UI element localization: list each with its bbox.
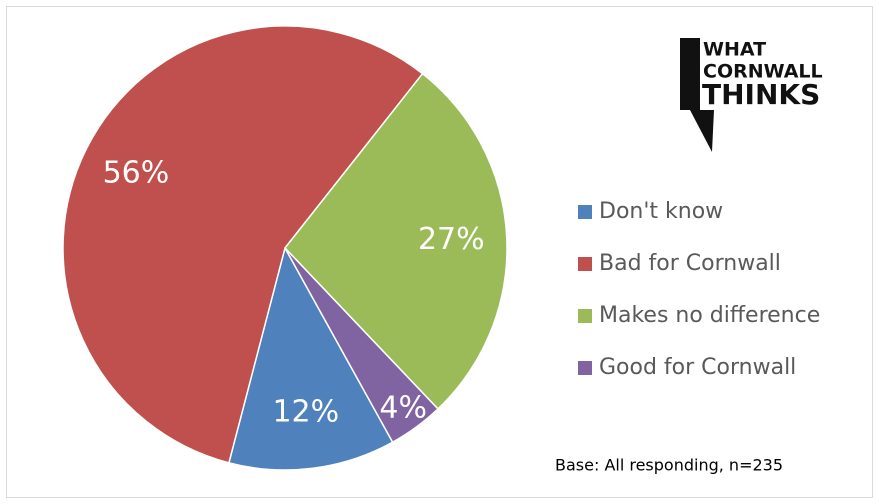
logo-text: WHAT [703, 39, 766, 61]
legend-label: Good for Cornwall [599, 355, 796, 380]
logo-text: THINKS [702, 78, 820, 111]
data-label: 12% [272, 395, 339, 430]
note: Base: All responding, n=235 [555, 456, 783, 475]
data-label: 56% [103, 155, 170, 190]
legend-swatch [578, 257, 592, 271]
pie-slice [284, 247, 440, 444]
legend-label: Don't know [599, 199, 723, 224]
pie-slice [227, 245, 394, 471]
logo-text: CORNWALL [703, 61, 823, 83]
data-label: 27% [418, 222, 485, 257]
legend-label: Makes no difference [599, 303, 820, 328]
legend-swatch [578, 309, 592, 323]
pie-slice [284, 72, 508, 410]
legend-swatch [578, 361, 592, 375]
legend-swatch [578, 205, 592, 219]
legend-label: Bad for Cornwall [599, 251, 781, 276]
data-label: 4% [379, 391, 427, 426]
pie-slice [62, 25, 424, 464]
logo-shape [680, 38, 714, 152]
logo: WHAT CORNWALL THINKS [680, 38, 823, 152]
